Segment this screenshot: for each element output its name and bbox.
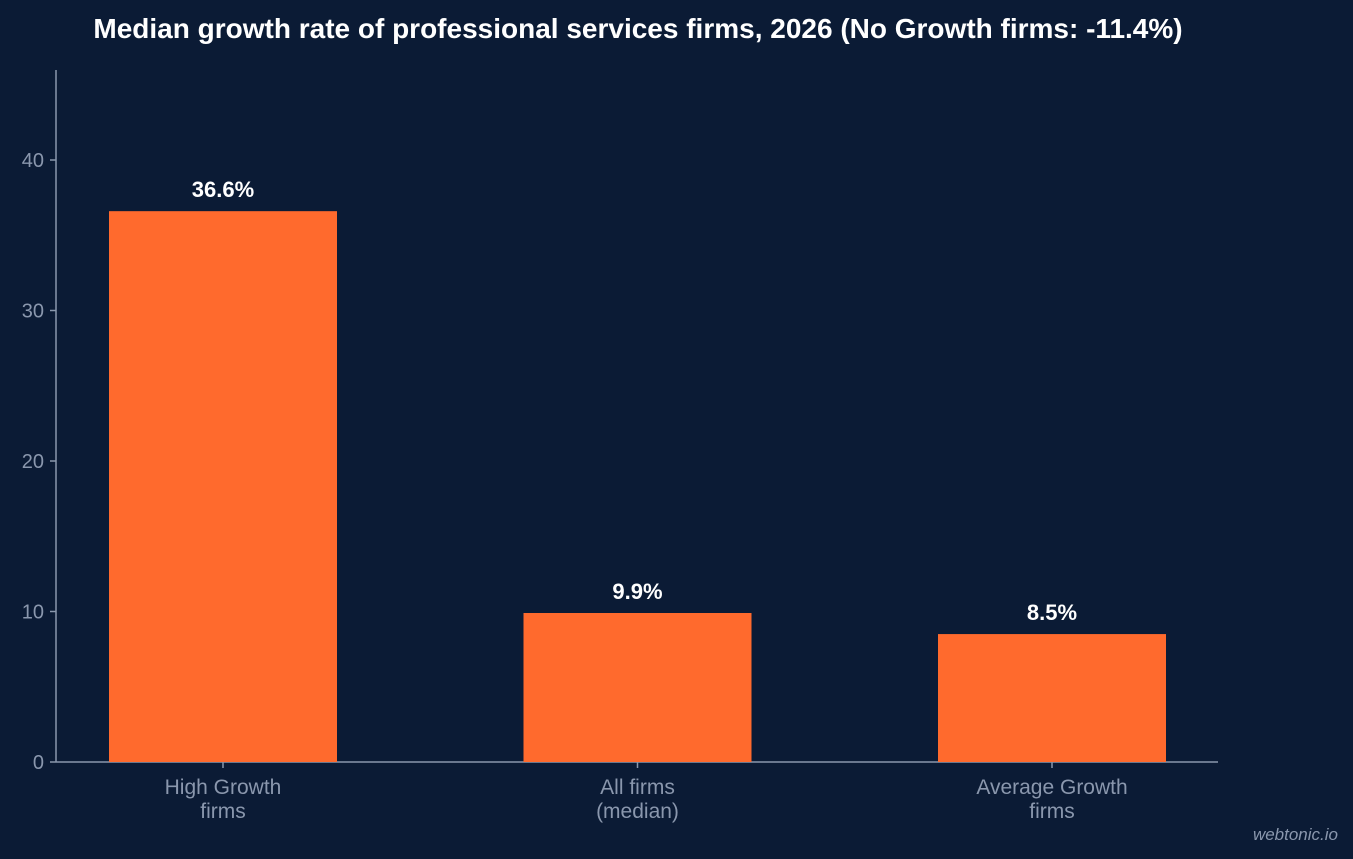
y-tick-label: 0 — [33, 752, 44, 774]
bars-group — [109, 211, 1166, 763]
chart-title: Median growth rate of professional servi… — [93, 13, 1182, 44]
x-axis: High Growth firms All firms (median) Average… — [56, 761, 1218, 823]
y-tick-label: 30 — [22, 301, 44, 323]
y-tick-label: 40 — [22, 150, 44, 172]
data-label: 36.6% — [192, 177, 254, 202]
y-tick-label: 20 — [22, 451, 44, 473]
x-tick-label: Average Growth firms — [976, 776, 1127, 823]
bar — [938, 634, 1166, 762]
y-axis: 0 10 20 30 40 — [22, 70, 57, 774]
watermark: webtonic.io — [1253, 825, 1338, 844]
x-tick-label: High Growth firms — [165, 776, 282, 823]
bar — [523, 613, 752, 762]
y-tick-label: 10 — [22, 602, 44, 624]
data-label: 9.9% — [612, 579, 662, 604]
value-labels-group: 36.6% 9.9% 8.5% — [192, 177, 1077, 625]
data-label: 8.5% — [1027, 600, 1077, 625]
bar — [109, 211, 337, 763]
x-tick-label: All firms (median) — [596, 776, 679, 823]
